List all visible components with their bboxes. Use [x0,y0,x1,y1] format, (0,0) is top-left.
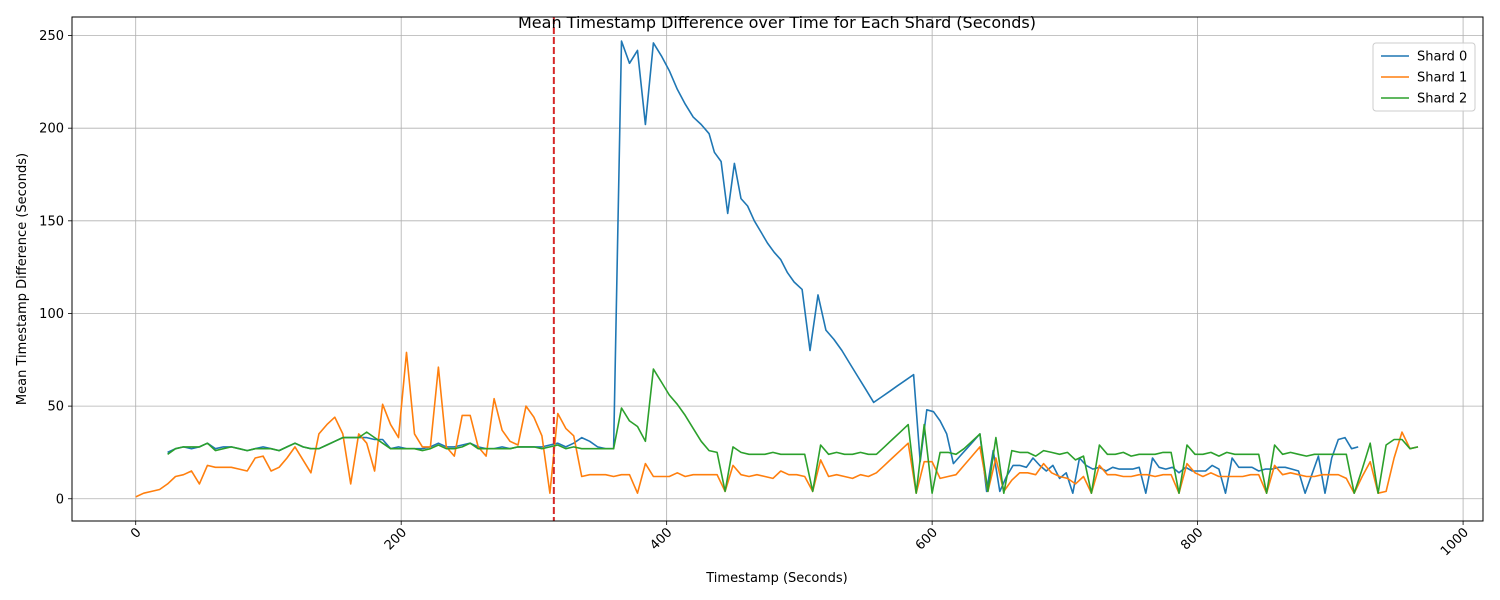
legend: Shard 0 Shard 1 Shard 2 [1372,42,1476,112]
y-tick-label: 250 [39,29,64,44]
series-line-shard-1 [135,351,1419,498]
series-lines [135,40,1419,498]
y-tick-label: 0 [56,492,64,507]
x-axis-title: Timestamp (Seconds) [705,571,847,586]
y-axis-ticks: 0 50 100 150 200 250 [39,29,72,507]
legend-label: Shard 2 [1417,92,1467,107]
y-axis-title: Mean Timestamp Difference (Seconds) [15,153,30,405]
y-tick-label: 100 [39,307,64,322]
legend-label: Shard 0 [1417,50,1467,65]
y-tick-label: 50 [47,400,64,415]
chart-title: Mean Timestamp Difference over Time for … [518,13,1036,32]
legend-label: Shard 1 [1417,71,1467,86]
plot-frame [71,16,1484,522]
series-line-shard-0 [167,40,1359,494]
y-tick-label: 150 [39,214,64,229]
series-line-shard-2 [167,368,1419,494]
legend-box [1372,42,1476,112]
y-tick-label: 200 [39,122,64,137]
